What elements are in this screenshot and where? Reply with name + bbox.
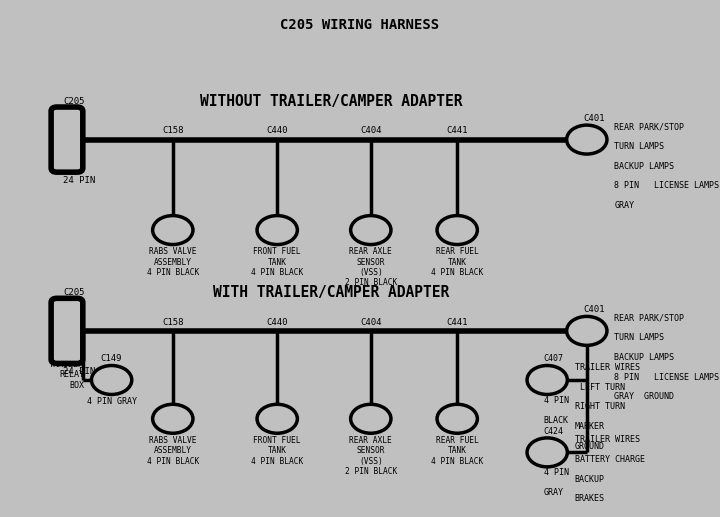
Circle shape (257, 404, 297, 433)
Text: TRAILER WIRES: TRAILER WIRES (575, 363, 639, 372)
Text: REAR AXLE
SENSOR
(VSS)
2 PIN BLACK: REAR AXLE SENSOR (VSS) 2 PIN BLACK (345, 436, 397, 476)
Text: GRAY: GRAY (544, 488, 564, 497)
Text: 8 PIN   LICENSE LAMPS: 8 PIN LICENSE LAMPS (614, 181, 719, 190)
Text: MARKER: MARKER (575, 422, 605, 431)
Circle shape (257, 216, 297, 245)
Text: REAR FUEL
TANK
4 PIN BLACK: REAR FUEL TANK 4 PIN BLACK (431, 247, 483, 277)
Text: C401: C401 (583, 114, 605, 123)
Text: C440: C440 (266, 318, 288, 327)
Text: TURN LAMPS: TURN LAMPS (614, 142, 664, 151)
Circle shape (351, 216, 391, 245)
Circle shape (567, 316, 607, 345)
Text: C205: C205 (63, 97, 85, 106)
Text: FRONT FUEL
TANK
4 PIN BLACK: FRONT FUEL TANK 4 PIN BLACK (251, 247, 303, 277)
Text: C401: C401 (583, 305, 605, 314)
Text: BRAKES: BRAKES (575, 494, 605, 503)
Text: C404: C404 (360, 127, 382, 135)
Text: BACKUP LAMPS: BACKUP LAMPS (614, 162, 674, 171)
Circle shape (351, 404, 391, 433)
FancyBboxPatch shape (51, 107, 83, 172)
Text: C407: C407 (544, 355, 564, 363)
Text: 4 PIN: 4 PIN (544, 468, 569, 477)
Text: TRAILER WIRES: TRAILER WIRES (575, 435, 639, 444)
Text: WITH TRAILER/CAMPER ADAPTER: WITH TRAILER/CAMPER ADAPTER (213, 285, 449, 300)
Text: TRAILER
RELAY
BOX: TRAILER RELAY BOX (49, 360, 84, 390)
Circle shape (527, 366, 567, 394)
Text: 24 PIN: 24 PIN (63, 176, 96, 185)
Text: WITHOUT TRAILER/CAMPER ADAPTER: WITHOUT TRAILER/CAMPER ADAPTER (200, 94, 462, 109)
Text: C158: C158 (162, 127, 184, 135)
Circle shape (567, 125, 607, 154)
Text: BLACK: BLACK (544, 416, 569, 424)
Text: BACKUP: BACKUP (575, 475, 605, 483)
Text: RABS VALVE
ASSEMBLY
4 PIN BLACK: RABS VALVE ASSEMBLY 4 PIN BLACK (147, 247, 199, 277)
Text: C158: C158 (162, 318, 184, 327)
Text: 8 PIN   LICENSE LAMPS: 8 PIN LICENSE LAMPS (614, 373, 719, 382)
Text: C205: C205 (63, 288, 85, 297)
Text: LEFT TURN: LEFT TURN (575, 383, 624, 391)
Circle shape (437, 216, 477, 245)
Text: TURN LAMPS: TURN LAMPS (614, 333, 664, 342)
Text: C404: C404 (360, 318, 382, 327)
Text: REAR PARK/STOP: REAR PARK/STOP (614, 314, 684, 323)
Text: C440: C440 (266, 127, 288, 135)
Text: GRAY: GRAY (614, 201, 634, 210)
Text: REAR AXLE
SENSOR
(VSS)
2 PIN BLACK: REAR AXLE SENSOR (VSS) 2 PIN BLACK (345, 247, 397, 287)
Text: C441: C441 (446, 318, 468, 327)
Text: GRAY  GROUND: GRAY GROUND (614, 392, 674, 401)
Text: FRONT FUEL
TANK
4 PIN BLACK: FRONT FUEL TANK 4 PIN BLACK (251, 436, 303, 466)
Text: C205 WIRING HARNESS: C205 WIRING HARNESS (280, 18, 440, 32)
Text: RABS VALVE
ASSEMBLY
4 PIN BLACK: RABS VALVE ASSEMBLY 4 PIN BLACK (147, 436, 199, 466)
Circle shape (91, 366, 132, 394)
Text: C424: C424 (544, 427, 564, 436)
FancyBboxPatch shape (51, 298, 83, 363)
Text: C149: C149 (101, 355, 122, 363)
Text: 4 PIN GRAY: 4 PIN GRAY (86, 397, 137, 405)
Circle shape (153, 216, 193, 245)
Text: 4 PIN: 4 PIN (544, 396, 569, 405)
Text: REAR PARK/STOP: REAR PARK/STOP (614, 123, 684, 131)
Text: BACKUP LAMPS: BACKUP LAMPS (614, 353, 674, 362)
Text: RIGHT TURN: RIGHT TURN (575, 402, 624, 411)
Circle shape (437, 404, 477, 433)
Circle shape (153, 404, 193, 433)
Text: C441: C441 (446, 127, 468, 135)
Text: GROUND: GROUND (575, 442, 605, 450)
Circle shape (527, 438, 567, 467)
Text: 24 PIN: 24 PIN (63, 367, 96, 376)
Text: REAR FUEL
TANK
4 PIN BLACK: REAR FUEL TANK 4 PIN BLACK (431, 436, 483, 466)
Text: BATTERY CHARGE: BATTERY CHARGE (575, 455, 644, 464)
